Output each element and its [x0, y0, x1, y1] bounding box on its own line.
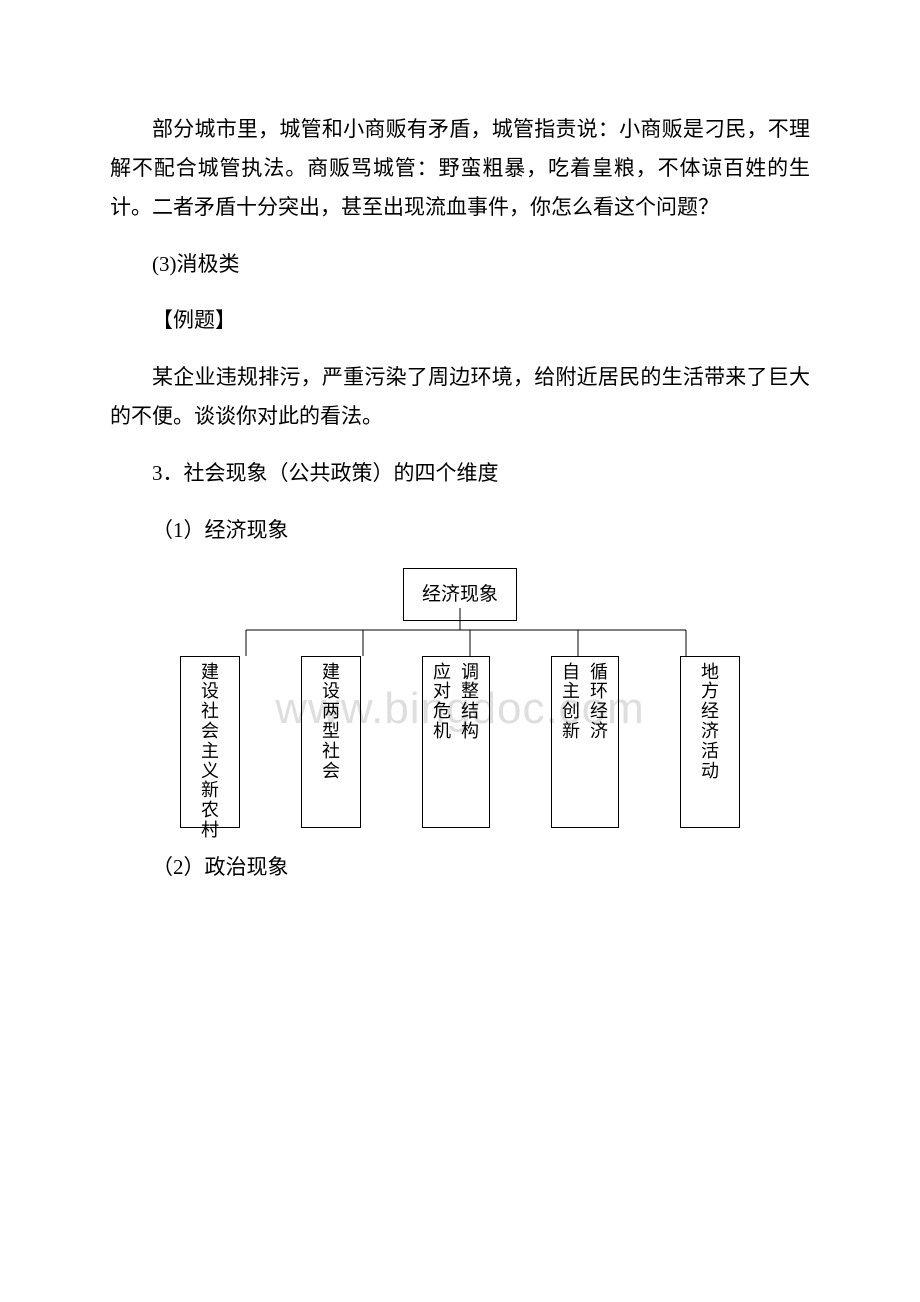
paragraph-pollution: 某企业违规排污，严重污染了周边环境，给附近居民的生活带来了巨大的不便。谈谈你对此…	[110, 358, 810, 436]
tree-child-label: 应对危机	[433, 663, 451, 742]
economic-tree-diagram: www.bingdoc.com 经济现象 建设社会主义新农村建设两型社会应对危机…	[180, 568, 740, 828]
tree-child-label: 调整结构	[461, 663, 479, 742]
heading-economic: （1）经济现象	[110, 511, 810, 550]
tree-child-node: 自主创新循环经济	[551, 656, 619, 828]
tree-child-label: 建设两型社会	[322, 663, 340, 782]
tree-child-label: 循环经济	[590, 663, 608, 742]
heading-negative-class: (3)消极类	[110, 245, 810, 284]
tree-root-node: 经济现象	[403, 568, 517, 621]
heading-example: 【例题】	[110, 301, 810, 340]
tree-children-row: 建设社会主义新农村建设两型社会应对危机调整结构自主创新循环经济地方经济活动	[180, 656, 740, 828]
heading-political: （2）政治现象	[110, 848, 810, 887]
tree-child-node: 应对危机调整结构	[422, 656, 490, 828]
tree-child-node: 建设两型社会	[301, 656, 361, 828]
tree-child-label: 地方经济活动	[701, 663, 719, 782]
heading-dimensions: 3．社会现象（公共政策）的四个维度	[110, 454, 810, 493]
tree-child-label: 建设社会主义新农村	[201, 663, 219, 841]
paragraph-conflict: 部分城市里，城管和小商贩有矛盾，城管指责说：小商贩是刁民，不理解不配合城管执法。…	[110, 110, 810, 227]
tree-child-label: 自主创新	[562, 663, 580, 742]
tree-child-node: 建设社会主义新农村	[180, 656, 240, 828]
tree-child-node: 地方经济活动	[680, 656, 740, 828]
